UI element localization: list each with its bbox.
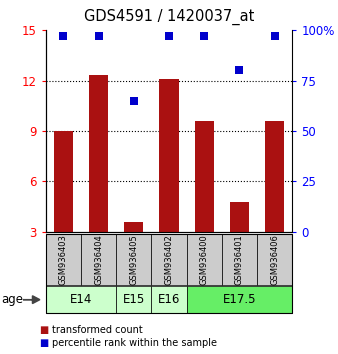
Point xyxy=(61,33,66,39)
Point xyxy=(96,33,101,39)
Text: transformed count: transformed count xyxy=(52,325,143,335)
Text: E17.5: E17.5 xyxy=(223,293,256,306)
Bar xyxy=(159,79,179,232)
Text: ■: ■ xyxy=(39,338,48,348)
Text: GSM936406: GSM936406 xyxy=(270,234,279,285)
Text: ■: ■ xyxy=(39,325,48,335)
Bar xyxy=(265,121,285,232)
Bar xyxy=(230,202,249,232)
Text: GDS4591 / 1420037_at: GDS4591 / 1420037_at xyxy=(84,9,254,25)
Bar xyxy=(53,131,73,232)
Text: E15: E15 xyxy=(123,293,145,306)
Text: GSM936400: GSM936400 xyxy=(200,234,209,285)
Point xyxy=(201,33,207,39)
Text: GSM936404: GSM936404 xyxy=(94,234,103,285)
Bar xyxy=(89,75,108,232)
Point xyxy=(131,98,137,103)
Bar xyxy=(195,121,214,232)
Text: GSM936401: GSM936401 xyxy=(235,234,244,285)
Text: GSM936403: GSM936403 xyxy=(59,234,68,285)
Bar xyxy=(124,222,143,232)
Text: E16: E16 xyxy=(158,293,180,306)
Text: percentile rank within the sample: percentile rank within the sample xyxy=(52,338,217,348)
Text: age: age xyxy=(2,293,24,306)
Text: GSM936402: GSM936402 xyxy=(165,234,173,285)
Point xyxy=(166,33,172,39)
Text: E14: E14 xyxy=(70,293,92,306)
Text: GSM936405: GSM936405 xyxy=(129,234,138,285)
Point xyxy=(272,33,277,39)
Point xyxy=(237,68,242,73)
